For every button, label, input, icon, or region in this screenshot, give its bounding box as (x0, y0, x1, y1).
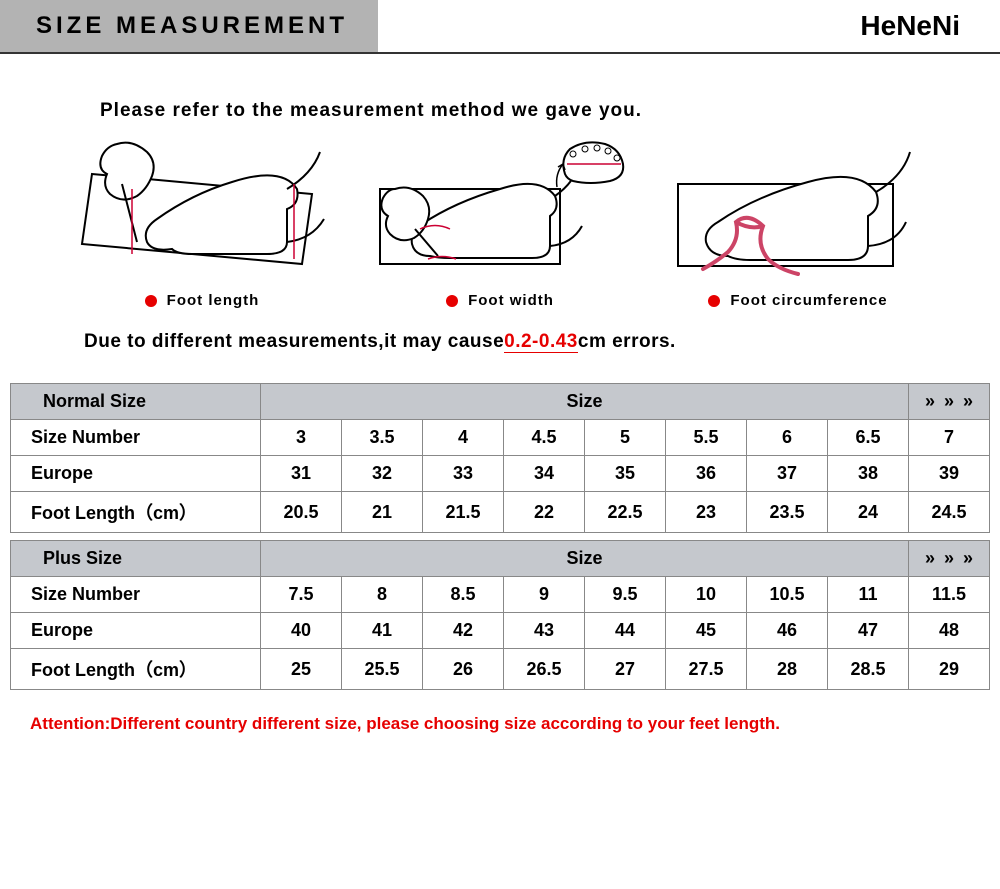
table-cell: 6 (747, 420, 828, 456)
table-cell: 33 (423, 456, 504, 492)
table-cell: 43 (504, 613, 585, 649)
attention-text: Attention:Different country different si… (30, 714, 1000, 734)
table-cell: 3.5 (342, 420, 423, 456)
table-cell: 42 (423, 613, 504, 649)
table-cell: 5 (585, 420, 666, 456)
table-cell: 27 (585, 649, 666, 690)
table-cell: 38 (828, 456, 909, 492)
dot-icon (708, 295, 720, 307)
table-cell: 46 (747, 613, 828, 649)
table-row: Europe404142434445464748 (11, 613, 990, 649)
table-cell: 37 (747, 456, 828, 492)
dot-icon (446, 295, 458, 307)
table-cell: 24.5 (909, 492, 990, 533)
table-cell: 40 (261, 613, 342, 649)
table-row: Foot Length（cm）2525.52626.52727.52828.52… (11, 649, 990, 690)
table-row: Size Number33.544.555.566.57 (11, 420, 990, 456)
section-arrows: » » » (909, 384, 990, 420)
table-cell: 27.5 (666, 649, 747, 690)
header-title: SIZE MEASUREMENT (0, 0, 378, 52)
table-cell: 11.5 (909, 577, 990, 613)
table-cell: 6.5 (828, 420, 909, 456)
table-cell: 20.5 (261, 492, 342, 533)
section-arrows: » » » (909, 541, 990, 577)
table-cell: 36 (666, 456, 747, 492)
diagrams-row: Foot length (40, 134, 960, 309)
section-size-header: Size (261, 384, 909, 420)
table-cell: 3 (261, 420, 342, 456)
dot-icon (145, 295, 157, 307)
table-cell: 41 (342, 613, 423, 649)
table-cell: 24 (828, 492, 909, 533)
table-cell: 32 (342, 456, 423, 492)
row-label: Foot Length（cm） (11, 649, 261, 690)
foot-circumference-icon (658, 134, 938, 284)
diagram-foot-length: Foot length (62, 134, 342, 309)
table-cell: 11 (828, 577, 909, 613)
error-note-range: 0.2-0.43 (504, 331, 578, 353)
table-cell: 10.5 (747, 577, 828, 613)
table-row: Europe313233343536373839 (11, 456, 990, 492)
error-note: Due to different measurements,it may cau… (84, 331, 1000, 353)
foot-width-icon (360, 134, 640, 284)
table-cell: 4 (423, 420, 504, 456)
table-cell: 9.5 (585, 577, 666, 613)
diagram-label-text: Foot length (167, 292, 260, 309)
diagram-label-text: Foot width (468, 292, 554, 309)
table-cell: 22 (504, 492, 585, 533)
row-label: Size Number (11, 577, 261, 613)
table-cell: 29 (909, 649, 990, 690)
table-cell: 28.5 (828, 649, 909, 690)
error-note-suffix: cm errors. (578, 331, 676, 352)
table-cell: 21.5 (423, 492, 504, 533)
foot-length-icon (62, 134, 342, 284)
diagram-foot-circumference: Foot circumference (658, 134, 938, 309)
row-label: Foot Length（cm） (11, 492, 261, 533)
section-size-header: Size (261, 541, 909, 577)
header-brand: HeNeNi (860, 10, 1000, 42)
size-table: Normal SizeSize» » »Size Number33.544.55… (10, 383, 990, 690)
table-cell: 25.5 (342, 649, 423, 690)
table-row: Size Number7.588.599.51010.51111.5 (11, 577, 990, 613)
table-cell: 9 (504, 577, 585, 613)
table-cell: 31 (261, 456, 342, 492)
table-cell: 47 (828, 613, 909, 649)
table-cell: 48 (909, 613, 990, 649)
table-cell: 34 (504, 456, 585, 492)
table-cell: 23 (666, 492, 747, 533)
table-section-header: Normal SizeSize» » » (11, 384, 990, 420)
table-cell: 7.5 (261, 577, 342, 613)
table-cell: 28 (747, 649, 828, 690)
table-cell: 7 (909, 420, 990, 456)
table-cell: 22.5 (585, 492, 666, 533)
table-cell: 25 (261, 649, 342, 690)
header: SIZE MEASUREMENT HeNeNi (0, 0, 1000, 54)
table-cell: 45 (666, 613, 747, 649)
table-cell: 4.5 (504, 420, 585, 456)
table-cell: 5.5 (666, 420, 747, 456)
section-title: Plus Size (11, 541, 261, 577)
table-cell: 35 (585, 456, 666, 492)
instruction-text: Please refer to the measurement method w… (100, 100, 1000, 122)
row-label: Europe (11, 456, 261, 492)
table-cell: 26.5 (504, 649, 585, 690)
error-note-prefix: Due to different measurements,it may cau… (84, 331, 504, 352)
table-cell: 21 (342, 492, 423, 533)
section-title: Normal Size (11, 384, 261, 420)
table-cell: 44 (585, 613, 666, 649)
table-cell: 23.5 (747, 492, 828, 533)
row-label: Europe (11, 613, 261, 649)
table-cell: 26 (423, 649, 504, 690)
table-cell: 8 (342, 577, 423, 613)
table-cell: 39 (909, 456, 990, 492)
table-cell: 8.5 (423, 577, 504, 613)
diagram-label-text: Foot circumference (730, 292, 887, 309)
table-section-header: Plus SizeSize» » » (11, 541, 990, 577)
diagram-foot-width: Foot width (360, 134, 640, 309)
row-label: Size Number (11, 420, 261, 456)
table-row: Foot Length（cm）20.52121.52222.52323.5242… (11, 492, 990, 533)
table-cell: 10 (666, 577, 747, 613)
